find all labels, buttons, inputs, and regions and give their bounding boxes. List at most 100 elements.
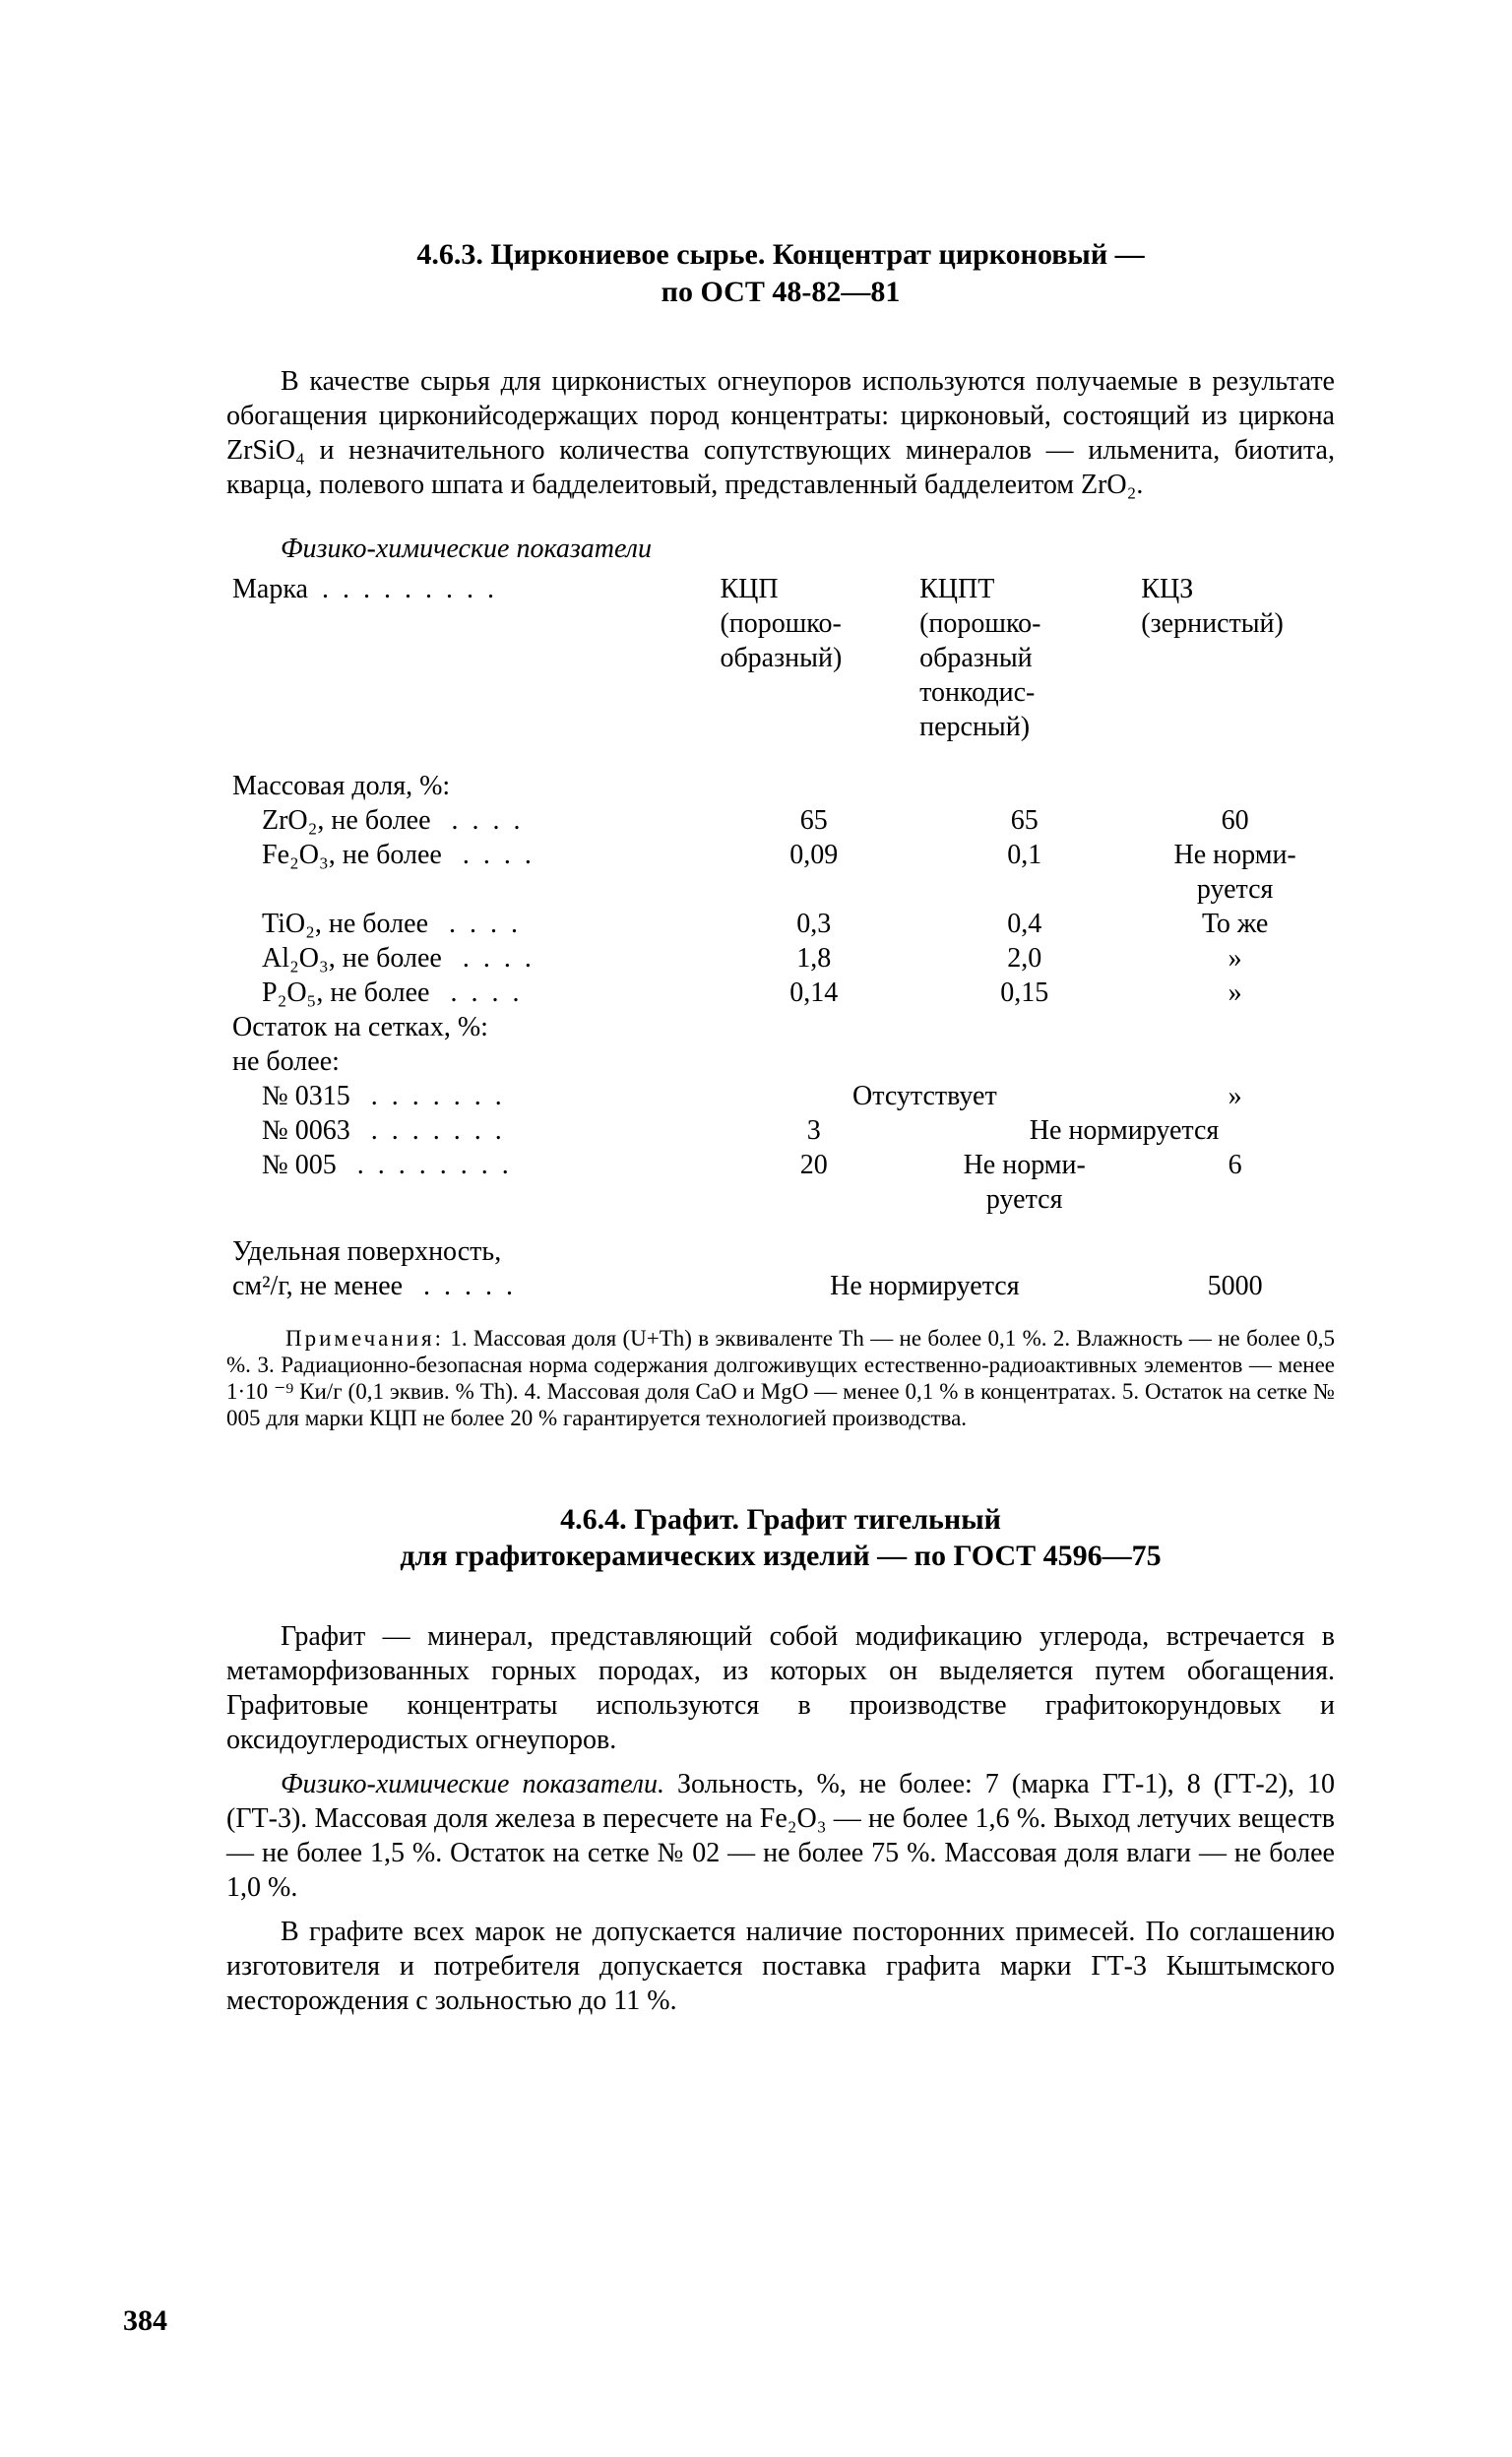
cell-surface-label: Удельная поверхность, см²/г, не менее . … [226, 1217, 714, 1303]
surface-l1: Удельная поверхность, [232, 1236, 501, 1267]
cell-0063-label: № 0063 . . . . . . . [226, 1113, 714, 1148]
al2o3-label: Al₂O₃, не более [262, 943, 442, 974]
leader-dots: . . . . . . . [357, 1079, 502, 1113]
p2o5-b: 0,15 [914, 976, 1135, 1010]
th-kcp-l3: образный) [720, 643, 842, 673]
tio2-label: TiO₂, не более [262, 909, 428, 939]
cell-sieve-sub: не более: [226, 1044, 714, 1079]
p2-464: Физико-химические показатели. Зольность,… [226, 1767, 1335, 1905]
row-sieve-head: Остаток на сетках, %: [226, 1010, 1335, 1044]
tio2-b: 0,4 [914, 907, 1135, 941]
table-title: Физико-химические показатели [281, 532, 1335, 566]
cell-p2o5-label: P₂O₅, не более . . . . [226, 976, 714, 1010]
n005-c: 6 [1135, 1148, 1335, 1217]
row-tio2: TiO₂, не более . . . . 0,3 0,4 То же [226, 907, 1335, 941]
fe2o3-c-l1: Не норми- [1174, 840, 1296, 870]
n005-b: Не норми- руется [914, 1148, 1135, 1217]
page: 4.6.3. Циркониевое сырье. Концентрат цир… [0, 0, 1512, 2457]
surface-l2: см²/г, не менее [232, 1271, 403, 1301]
al2o3-b: 2,0 [914, 941, 1135, 976]
th-kcpt-l3: образный [919, 643, 1033, 673]
tio2-a: 0,3 [714, 907, 914, 941]
heading-463-line1: 4.6.3. Циркониевое сырье. Концентрат цир… [416, 238, 1144, 271]
row-fe2o3: Fe₂O₃, не более . . . . 0,09 0,1 Не норм… [226, 838, 1335, 907]
n005-b-l1: Не норми- [964, 1150, 1086, 1180]
th-kcp-l1: КЦП [720, 574, 778, 604]
heading-464: 4.6.4. Графит. Графит тигельный для граф… [226, 1501, 1335, 1575]
zro2-a: 65 [714, 803, 914, 838]
table-header-row: Марка . . . . . . . . . КЦП (порошко- об… [226, 572, 1335, 769]
cell-sieve-head: Остаток на сетках, %: [226, 1010, 714, 1044]
n0063-label: № 0063 [262, 1115, 350, 1146]
th-kcp-l2: (порошко- [720, 608, 841, 639]
fe2o3-c: Не норми- руется [1135, 838, 1335, 907]
n0063-a: 3 [714, 1113, 914, 1148]
n0315-c: » [1135, 1079, 1335, 1113]
fe2o3-b: 0,1 [914, 838, 1135, 907]
heading-463-line2: по ОСТ 48-82—81 [662, 276, 901, 308]
row-0315: № 0315 . . . . . . . Отсутствует » [226, 1079, 1335, 1113]
intro-463: В качестве сырья для цирконистых огнеупо… [226, 364, 1335, 502]
th-kcpt: КЦПТ (порошко- образный тонкодис- персны… [914, 572, 1135, 769]
al2o3-c: » [1135, 941, 1335, 976]
p2o5-a: 0,14 [714, 976, 914, 1010]
n0063-bc: Не нормируется [914, 1113, 1335, 1148]
p2o5-c: » [1135, 976, 1335, 1010]
row-0063: № 0063 . . . . . . . 3 Не нормируется [226, 1113, 1335, 1148]
page-number: 384 [123, 2302, 167, 2340]
tio2-c: То же [1135, 907, 1335, 941]
fe2o3-a: 0,09 [714, 838, 914, 907]
n0315-ab: Отсутствует [714, 1079, 1135, 1113]
cell-massfrac-head: Массовая доля, %: [226, 769, 714, 803]
leader-dots: . . . . . . . . . [315, 572, 494, 606]
cell-al2o3-label: Al₂O₃, не более . . . . [226, 941, 714, 976]
leader-dots: . . . . . . . . [344, 1148, 509, 1182]
zro2-b: 65 [914, 803, 1135, 838]
n0315-label: № 0315 [262, 1081, 350, 1111]
zro2-c: 60 [1135, 803, 1335, 838]
cell-fe2o3-label: Fe₂O₃, не более . . . . [226, 838, 714, 907]
th-kcz: КЦЗ (зернистый) [1135, 572, 1335, 769]
th-kcp: КЦП (порошко- образный) [714, 572, 914, 769]
n005-label: № 005 [262, 1150, 337, 1180]
n005-a: 20 [714, 1148, 914, 1217]
leader-dots: . . . . [436, 976, 519, 1010]
leader-dots: . . . . [435, 907, 518, 941]
leader-dots: . . . . . . . [357, 1113, 502, 1148]
zro2-label: ZrO₂, не более [262, 805, 431, 836]
row-005: № 005 . . . . . . . . 20 Не норми- руетс… [226, 1148, 1335, 1217]
row-zro2: ZrO₂, не более . . . . 65 65 60 [226, 803, 1335, 838]
th-kcpt-l1: КЦПТ [919, 574, 994, 604]
heading-464-line2: для графитокерамических изделий — по ГОС… [400, 1540, 1161, 1572]
th-mark: Марка . . . . . . . . . [226, 572, 714, 769]
notes-463: Примечания: 1. Массовая доля (U+Th) в эк… [226, 1325, 1335, 1432]
row-p2o5: P₂O₅, не более . . . . 0,14 0,15 » [226, 976, 1335, 1010]
row-massfrac-head: Массовая доля, %: [226, 769, 1335, 803]
spec-table: Марка . . . . . . . . . КЦП (порошко- об… [226, 572, 1335, 1303]
th-mark-text: Марка [232, 574, 308, 604]
leader-dots: . . . . [438, 803, 521, 838]
leader-dots: . . . . [449, 941, 532, 976]
p2-em: Физико-химические показатели. [281, 1769, 664, 1799]
p2o5-label: P₂O₅, не более [262, 977, 429, 1008]
leader-dots: . . . . . [410, 1269, 513, 1303]
cell-tio2-label: TiO₂, не более . . . . [226, 907, 714, 941]
th-kcpt-l2: (порошко- [919, 608, 1040, 639]
surface-ab: Не нормируется [714, 1217, 1135, 1303]
th-kcpt-l4: тонкодис- [919, 677, 1035, 708]
leader-dots: . . . . [449, 838, 532, 872]
th-kcz-l2: (зернистый) [1141, 608, 1284, 639]
p1-464: Графит — минерал, представляющий собой м… [226, 1619, 1335, 1757]
surface-c: 5000 [1135, 1217, 1335, 1303]
th-kcpt-l5: персный) [919, 712, 1030, 742]
row-al2o3: Al₂O₃, не более . . . . 1,8 2,0 » [226, 941, 1335, 976]
p3-464: В графите всех марок не допускается нали… [226, 1915, 1335, 2018]
fe2o3-label: Fe₂O₃, не более [262, 840, 442, 870]
cell-zro2-label: ZrO₂, не более . . . . [226, 803, 714, 838]
n005-b-l2: руется [986, 1184, 1063, 1215]
fe2o3-c-l2: руется [1197, 874, 1274, 905]
heading-463: 4.6.3. Циркониевое сырье. Концентрат цир… [226, 236, 1335, 310]
cell-0315-label: № 0315 . . . . . . . [226, 1079, 714, 1113]
row-sieve-sub: не более: [226, 1044, 1335, 1079]
th-kcz-l1: КЦЗ [1141, 574, 1193, 604]
